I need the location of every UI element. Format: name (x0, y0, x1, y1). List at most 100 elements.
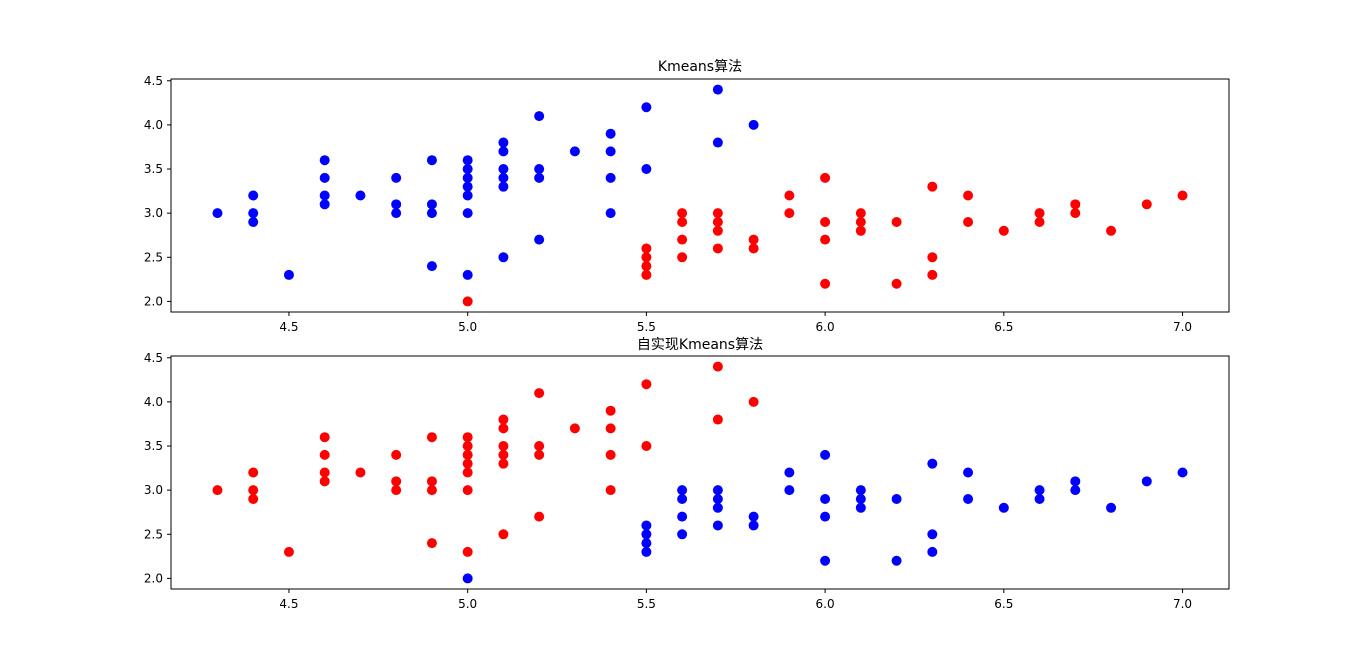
data-point (1034, 485, 1045, 496)
data-point (748, 119, 759, 130)
data-point (1141, 199, 1152, 210)
data-point (498, 172, 509, 183)
data-point (391, 476, 402, 487)
y-tick-label: 2.0 (144, 571, 163, 585)
data-point (927, 546, 938, 557)
data-point (462, 269, 473, 280)
y-tick-label: 3.5 (144, 439, 163, 453)
custom-kmeans-plot: 自实现Kmeans算法 4.5 5.0 5.5 6.0 6.5 7.0 2.0 2.5 3.0… (144, 337, 1230, 611)
data-point (462, 485, 473, 496)
data-point (641, 529, 652, 540)
data-point (605, 128, 616, 139)
data-point (569, 146, 580, 157)
data-point (283, 546, 294, 557)
data-point (605, 146, 616, 157)
data-point (820, 449, 831, 460)
data-point (498, 137, 509, 148)
data-point (748, 520, 759, 531)
data-point (248, 467, 259, 478)
y-axis: 2.0 2.5 3.0 3.5 4.0 4.5 (144, 74, 171, 308)
data-point (498, 449, 509, 460)
data-point (998, 502, 1009, 513)
data-point (1070, 208, 1081, 219)
data-point (855, 485, 866, 496)
data-point (462, 164, 473, 175)
y-tick-label: 2.0 (144, 294, 163, 308)
data-point (534, 164, 545, 175)
data-point (319, 449, 330, 460)
data-point (283, 269, 294, 280)
data-point (462, 467, 473, 478)
data-point (963, 190, 974, 201)
data-point (391, 449, 402, 460)
y-tick-label: 3.0 (144, 206, 163, 220)
data-point (891, 493, 902, 504)
data-point (677, 234, 688, 245)
data-point (498, 146, 509, 157)
data-point (498, 529, 509, 540)
data-point (820, 278, 831, 289)
data-point (212, 485, 223, 496)
data-point (426, 432, 437, 443)
x-tick-label: 4.5 (279, 320, 298, 334)
y-tick-label: 2.5 (144, 527, 163, 541)
data-point (319, 199, 330, 210)
data-point (534, 172, 545, 183)
data-point (498, 164, 509, 175)
data-point (677, 511, 688, 522)
x-tick-label: 6.5 (994, 597, 1013, 611)
data-point (1070, 476, 1081, 487)
data-point (641, 252, 652, 263)
data-point (391, 199, 402, 210)
data-point (462, 441, 473, 452)
plot-frame (170, 355, 1230, 590)
x-axis: 4.5 5.0 5.5 6.0 6.5 7.0 (279, 312, 1192, 334)
data-point (641, 441, 652, 452)
data-point (712, 225, 723, 236)
data-point (462, 172, 473, 183)
data-point (641, 261, 652, 272)
data-point (426, 199, 437, 210)
data-point (820, 511, 831, 522)
data-point (927, 269, 938, 280)
data-point (426, 155, 437, 166)
data-point (963, 467, 974, 478)
data-point (605, 172, 616, 183)
data-point (248, 493, 259, 504)
data-point (677, 485, 688, 496)
data-point (498, 252, 509, 263)
data-point (641, 379, 652, 390)
x-tick-label: 6.0 (816, 597, 835, 611)
data-point (784, 208, 795, 219)
data-point (534, 111, 545, 122)
data-point (784, 467, 795, 478)
data-point (820, 493, 831, 504)
data-point (641, 164, 652, 175)
data-point (426, 538, 437, 549)
data-point (677, 252, 688, 263)
y-axis: 2.0 2.5 3.0 3.5 4.0 4.5 (144, 351, 171, 585)
data-point (891, 555, 902, 566)
data-point (1177, 190, 1188, 201)
data-point (498, 181, 509, 192)
data-point (641, 243, 652, 254)
data-point (641, 546, 652, 557)
data-point (498, 458, 509, 469)
data-point (712, 208, 723, 219)
data-point (462, 208, 473, 219)
data-point (712, 137, 723, 148)
data-point (641, 538, 652, 549)
data-point (391, 485, 402, 496)
chart-title: Kmeans算法 (658, 59, 742, 75)
x-tick-label: 5.5 (637, 320, 656, 334)
data-point (534, 234, 545, 245)
data-point (712, 485, 723, 496)
data-point (820, 172, 831, 183)
y-tick-label: 4.5 (144, 74, 163, 88)
data-point (605, 485, 616, 496)
data-point (462, 458, 473, 469)
data-point (963, 493, 974, 504)
data-point (677, 493, 688, 504)
